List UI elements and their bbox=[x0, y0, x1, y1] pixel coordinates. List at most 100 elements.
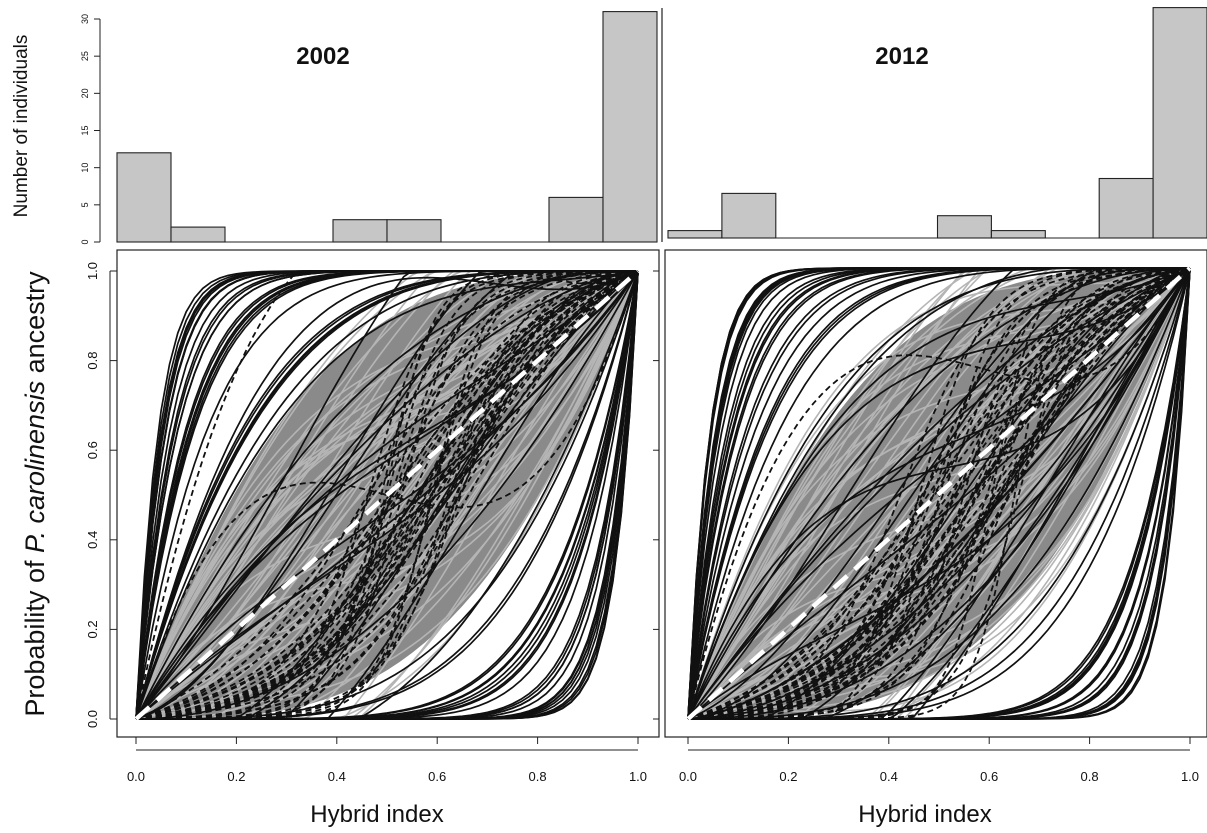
histogram-y-tick-label: 0 bbox=[80, 239, 90, 244]
cline-dashed bbox=[687, 267, 1191, 720]
cline-dashed bbox=[135, 270, 639, 720]
cline-gray bbox=[687, 267, 1191, 720]
x-tick-label: 0.8 bbox=[529, 769, 547, 784]
cline-dashed bbox=[135, 270, 638, 720]
x-tick-label: 0.2 bbox=[779, 769, 797, 784]
histogram-bar bbox=[667, 230, 723, 239]
y-tick-label: 0.2 bbox=[85, 620, 100, 638]
x-tick-label: 0.2 bbox=[227, 769, 245, 784]
x-tick-label: 0.4 bbox=[880, 769, 898, 784]
x-tick-label: 0.6 bbox=[428, 769, 446, 784]
cline-black bbox=[135, 270, 639, 720]
cline-black bbox=[687, 267, 1191, 720]
cline-black bbox=[687, 267, 1191, 720]
histogram-bar bbox=[1098, 177, 1154, 239]
x-tick-label: 0.0 bbox=[127, 769, 145, 784]
histogram-bar bbox=[721, 192, 777, 239]
cline-gray bbox=[687, 267, 1191, 720]
cline-black bbox=[135, 270, 639, 720]
x-axis-label-2012: Hybrid index bbox=[858, 801, 991, 828]
histogram-y-axis-label: Number of individuals bbox=[11, 35, 32, 218]
y-tick-label: 1.0 bbox=[85, 262, 100, 280]
x-tick-label: 0.4 bbox=[328, 769, 346, 784]
cline-dashed bbox=[687, 267, 1191, 720]
y-tick-label: 0.8 bbox=[85, 352, 100, 370]
y-tick-label: 0.4 bbox=[85, 531, 100, 549]
axes: 0 5 10 15 20 25 30 0.0 0.2 0.4 0.6 0.8 1.0 0.0 0.2 0.4 0… bbox=[80, 14, 1199, 784]
cline-dashed bbox=[135, 270, 639, 720]
cline-dashed bbox=[687, 267, 1191, 720]
cline-gray bbox=[135, 270, 639, 720]
cline-dashed bbox=[688, 267, 1191, 720]
cline-dashed bbox=[136, 270, 638, 720]
clines-panel-2012-frame bbox=[664, 249, 1207, 738]
histogram-bar bbox=[332, 219, 388, 243]
neutral-expectation-line bbox=[686, 266, 1192, 721]
histogram-y-tick-label: 5 bbox=[80, 202, 90, 207]
y-tick-label: 0.6 bbox=[85, 441, 100, 459]
histogram-y-tick-label: 30 bbox=[80, 14, 90, 24]
histogram-2012 bbox=[667, 7, 1207, 239]
cline-dashed bbox=[135, 270, 639, 720]
histogram-y-tick-label: 15 bbox=[80, 125, 90, 135]
x-tick-label: 0.6 bbox=[980, 769, 998, 784]
y-tick-label: 0.0 bbox=[85, 710, 100, 728]
cline-gray bbox=[135, 270, 638, 720]
cline-dashed bbox=[135, 270, 639, 720]
cline-gray bbox=[136, 270, 638, 720]
cline-black bbox=[687, 267, 1191, 720]
cline-dashed bbox=[135, 270, 639, 720]
cline-black bbox=[687, 267, 1191, 720]
cline-dashed bbox=[687, 267, 1191, 720]
histogram-y-tick-label: 10 bbox=[80, 163, 90, 173]
cline-dashed bbox=[687, 267, 1191, 720]
histogram-bar bbox=[170, 226, 226, 243]
cline-dashed bbox=[687, 267, 1191, 720]
cline-gray bbox=[135, 270, 639, 720]
cline-dashed bbox=[687, 267, 1191, 720]
cline-dashed bbox=[687, 267, 1191, 720]
histogram-bar bbox=[602, 11, 658, 243]
x-tick-label: 0.0 bbox=[679, 769, 697, 784]
clines-panel-2002 bbox=[134, 269, 640, 721]
clines-panel-2012 bbox=[686, 266, 1192, 721]
histogram-y-tick-label: 25 bbox=[80, 51, 90, 61]
cline-dashed bbox=[687, 267, 1191, 720]
cline-black bbox=[687, 267, 1190, 720]
histogram-bar bbox=[116, 152, 172, 243]
neutral-expectation-line bbox=[134, 269, 640, 721]
clines-panel-2002-frame bbox=[116, 249, 660, 738]
cline-dashed bbox=[135, 270, 639, 720]
cline-dashed bbox=[135, 270, 639, 720]
x-axis-label-2002: Hybrid index bbox=[310, 801, 443, 828]
cline-gray bbox=[687, 267, 1191, 720]
cline-dashed bbox=[687, 267, 1191, 720]
histogram-bar bbox=[990, 230, 1046, 239]
cline-dashed bbox=[687, 267, 1191, 720]
cline-gray bbox=[687, 267, 1191, 720]
histogram-2012-title: 2012 bbox=[875, 43, 928, 70]
histogram-2002-title: 2002 bbox=[296, 43, 349, 70]
cline-black bbox=[687, 267, 1191, 720]
cline-gray bbox=[135, 270, 638, 720]
cline-black bbox=[135, 270, 639, 720]
histogram-bar bbox=[936, 215, 992, 239]
cline-dashed bbox=[135, 270, 639, 720]
x-tick-label: 1.0 bbox=[1181, 769, 1199, 784]
histogram-bar bbox=[548, 196, 604, 243]
cline-black bbox=[135, 270, 639, 720]
cline-dashed bbox=[687, 267, 1191, 720]
x-tick-label: 0.8 bbox=[1081, 769, 1099, 784]
histogram-bar bbox=[1152, 7, 1207, 239]
histogram-2002 bbox=[116, 11, 658, 243]
cline-dashed bbox=[687, 267, 1191, 720]
cline-gray bbox=[688, 267, 1190, 720]
histogram-y-tick-label: 20 bbox=[80, 88, 90, 98]
cline-dashed bbox=[135, 270, 639, 720]
cline-dashed bbox=[135, 270, 639, 720]
cline-gray bbox=[135, 270, 638, 720]
cline-dashed bbox=[135, 270, 639, 720]
x-tick-label: 1.0 bbox=[629, 769, 647, 784]
clines-y-axis-label: Probability of P. carolinensis ancestry bbox=[20, 271, 50, 717]
